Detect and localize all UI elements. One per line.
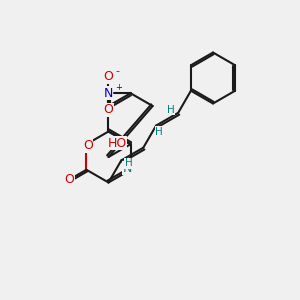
Text: H: H (167, 105, 175, 115)
Text: N: N (122, 162, 132, 175)
Text: HO: HO (108, 137, 127, 150)
Text: +: + (115, 83, 122, 92)
Text: -: - (115, 66, 119, 76)
Text: O: O (103, 70, 113, 83)
Text: N: N (103, 87, 113, 100)
Text: O: O (103, 103, 113, 116)
Text: H: H (125, 158, 133, 168)
Text: O: O (64, 173, 74, 186)
Text: O: O (83, 139, 93, 152)
Text: H: H (155, 127, 163, 136)
